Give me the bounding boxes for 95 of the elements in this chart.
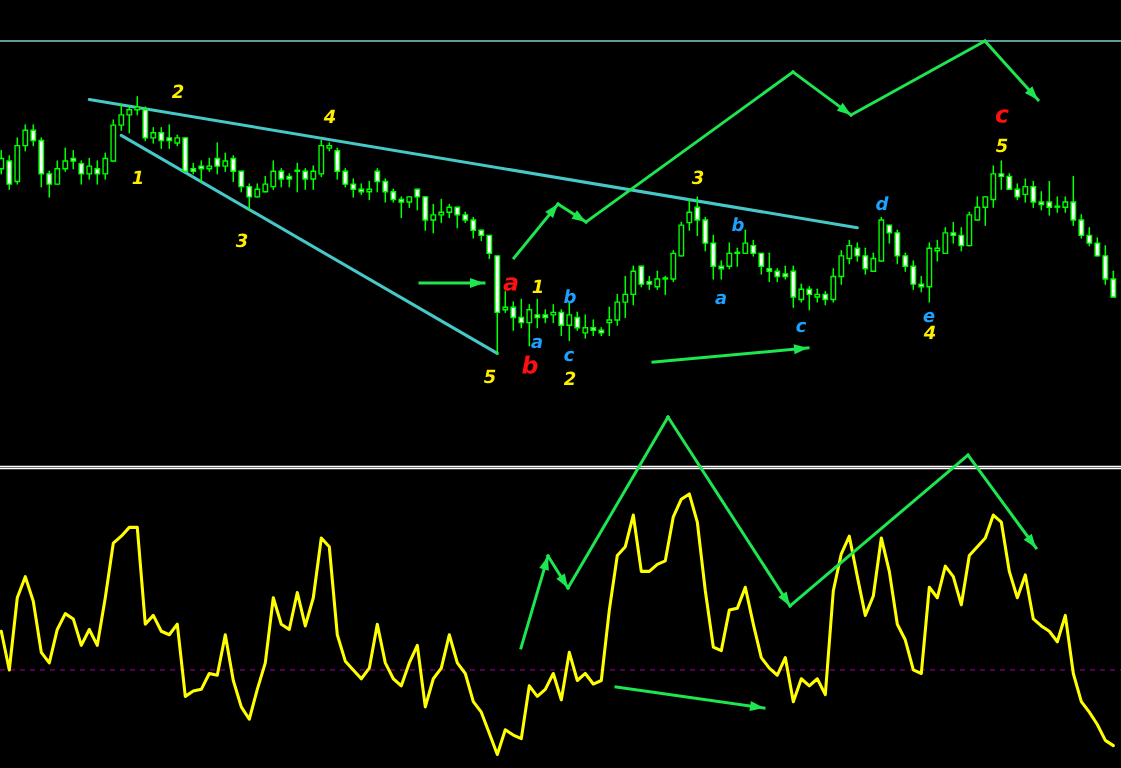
text: b xyxy=(522,355,538,374)
candlestick xyxy=(246,183,253,211)
candlestick xyxy=(702,216,709,252)
candlestick xyxy=(22,124,29,152)
candlestick xyxy=(830,267,837,303)
annotation: a xyxy=(503,277,518,291)
candlestick xyxy=(1022,178,1029,203)
candlestick xyxy=(958,226,965,252)
candlestick xyxy=(0,149,5,175)
candlestick xyxy=(910,260,917,291)
candlestick xyxy=(230,155,237,183)
candlestick xyxy=(726,242,733,270)
annotation: 1 xyxy=(532,279,543,293)
annotation: c xyxy=(796,321,807,333)
annotation: c xyxy=(995,109,1009,123)
candlestick xyxy=(710,234,717,280)
candlestick xyxy=(1102,244,1109,285)
candlestick xyxy=(302,167,309,190)
candlestick xyxy=(622,275,629,319)
annotation: 3 xyxy=(235,233,248,248)
candlestick xyxy=(198,160,205,183)
text: 2 xyxy=(563,371,576,385)
candlestick xyxy=(1078,214,1085,239)
annotation: a xyxy=(531,337,542,349)
candlestick xyxy=(950,221,957,244)
candlestick xyxy=(382,178,389,203)
candlestick xyxy=(238,170,245,193)
annotation: 4 xyxy=(323,109,336,123)
annotation: d xyxy=(876,196,889,211)
candlestick xyxy=(62,147,69,173)
candlestick xyxy=(86,157,93,180)
candlestick xyxy=(374,167,381,193)
candlestick xyxy=(606,306,613,337)
text: 5 xyxy=(483,369,496,384)
candlestick xyxy=(454,206,461,229)
candlestick xyxy=(470,216,477,239)
candlestick xyxy=(398,196,405,219)
candlestick xyxy=(694,196,701,237)
candlestick xyxy=(486,234,493,260)
annotation: c xyxy=(564,350,575,362)
candlestick xyxy=(758,252,765,275)
candlestick xyxy=(1046,180,1053,216)
candlestick xyxy=(838,250,845,285)
candlestick xyxy=(414,188,421,211)
candlestick xyxy=(422,196,429,232)
annotation: a xyxy=(715,293,726,305)
candlestick xyxy=(126,106,133,134)
candlestick xyxy=(614,293,621,326)
candlestick xyxy=(270,160,277,190)
annotation: e xyxy=(923,311,935,323)
candlestick xyxy=(630,265,637,306)
candlestick xyxy=(30,124,37,147)
candlestick xyxy=(214,142,221,175)
candlestick xyxy=(1030,180,1037,208)
candlestick xyxy=(78,160,85,185)
candlestick xyxy=(334,147,341,180)
candlestick xyxy=(158,126,165,149)
candlestick xyxy=(766,252,773,283)
candlestick xyxy=(510,301,517,332)
candlestick xyxy=(686,198,693,232)
annotation: 5 xyxy=(995,138,1008,153)
candlestick xyxy=(518,298,525,329)
candlestick xyxy=(430,203,437,234)
candlestick xyxy=(1110,270,1117,298)
candlestick xyxy=(982,196,989,226)
candlestick xyxy=(102,152,109,180)
annotation: 4 xyxy=(923,325,936,339)
candlestick xyxy=(94,160,101,185)
candlestick xyxy=(526,303,533,347)
candlestick xyxy=(166,124,173,149)
candlestick xyxy=(894,229,901,265)
annotation: 3 xyxy=(691,170,704,185)
candlestick xyxy=(974,196,981,221)
candlestick xyxy=(54,160,61,185)
candlestick xyxy=(310,165,317,190)
annotation: 1 xyxy=(132,170,143,184)
candlestick xyxy=(942,226,949,255)
candlestick xyxy=(862,247,869,275)
candlestick xyxy=(6,155,13,190)
annotation: b xyxy=(564,289,576,304)
annotation: 2 xyxy=(171,84,184,98)
candlestick xyxy=(638,265,645,288)
candlestick xyxy=(806,285,813,311)
candlestick xyxy=(998,160,1005,190)
candlestick xyxy=(582,314,589,339)
candlestick xyxy=(438,198,445,224)
candlestick xyxy=(742,229,749,255)
annotation: b xyxy=(732,217,744,232)
candlestick xyxy=(846,239,853,265)
candlestick xyxy=(118,103,125,131)
candlestick xyxy=(1070,175,1077,226)
candlestick xyxy=(46,170,53,198)
candlestick xyxy=(534,298,541,329)
candlestick xyxy=(294,162,301,193)
candlestick xyxy=(558,309,565,337)
